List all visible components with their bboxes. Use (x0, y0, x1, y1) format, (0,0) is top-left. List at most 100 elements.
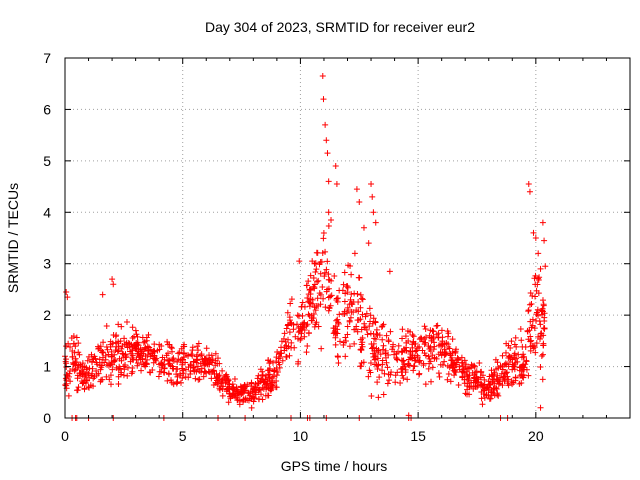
data-point (127, 348, 134, 355)
data-point (100, 339, 107, 346)
data-point (303, 349, 310, 356)
data-point (539, 297, 546, 304)
data-point (348, 291, 355, 298)
data-point (156, 341, 163, 348)
data-point (539, 305, 546, 312)
data-point (422, 381, 429, 388)
data-point (104, 361, 111, 368)
data-point (73, 334, 80, 341)
data-point (537, 265, 544, 272)
data-point (106, 376, 113, 383)
data-point (348, 271, 355, 278)
data-point (360, 359, 367, 366)
data-point (394, 369, 401, 376)
data-point (325, 178, 332, 185)
data-point (189, 344, 196, 351)
x-tick-label: 15 (410, 428, 426, 444)
data-point (451, 367, 458, 374)
data-point (358, 295, 365, 302)
data-point (453, 346, 460, 353)
data-point (308, 312, 315, 319)
data-point (371, 353, 378, 360)
data-point (342, 290, 349, 297)
data-point (505, 376, 512, 383)
data-point (441, 358, 448, 365)
data-point (513, 355, 520, 362)
data-point (353, 307, 360, 314)
data-point (307, 272, 314, 279)
data-point (464, 373, 471, 380)
data-point (534, 306, 541, 313)
data-point (468, 361, 475, 368)
data-point (346, 343, 353, 350)
data-point (478, 368, 485, 375)
data-point (231, 376, 238, 383)
data-point (152, 357, 159, 364)
data-point (533, 311, 540, 318)
data-point (379, 361, 386, 368)
data-point (63, 380, 70, 387)
data-point (342, 353, 349, 360)
data-point (146, 344, 153, 351)
data-point (540, 302, 547, 309)
data-point (119, 350, 126, 357)
data-point (115, 343, 122, 350)
data-point (320, 96, 327, 103)
data-point (488, 389, 495, 396)
data-point (498, 370, 505, 377)
data-point (539, 219, 546, 226)
data-point (323, 137, 330, 144)
data-point (376, 332, 383, 339)
data-point (327, 293, 334, 300)
data-point (328, 277, 335, 284)
data-point (366, 305, 373, 312)
data-point (277, 354, 284, 361)
data-point (435, 351, 442, 358)
data-point (278, 344, 285, 351)
data-point (351, 250, 358, 257)
data-point (375, 394, 382, 401)
data-point (255, 396, 262, 403)
data-point (473, 373, 480, 380)
data-point (399, 358, 406, 365)
data-point (528, 337, 535, 344)
data-point (523, 357, 530, 364)
data-points (62, 73, 549, 421)
data-point (63, 289, 70, 295)
data-point (173, 371, 180, 378)
data-point (316, 261, 323, 268)
data-point (374, 379, 381, 386)
data-point (540, 325, 547, 332)
data-point (459, 368, 466, 375)
y-tick-label: 2 (43, 307, 51, 323)
data-point (377, 351, 384, 358)
data-point (185, 364, 192, 371)
data-point (134, 339, 141, 346)
data-point (203, 370, 210, 377)
data-point (384, 364, 391, 371)
data-point (269, 383, 276, 390)
data-point (410, 367, 417, 374)
data-point (536, 336, 543, 343)
data-point (265, 357, 272, 364)
data-point (416, 343, 423, 350)
data-point (501, 370, 508, 377)
data-point (485, 378, 492, 385)
data-point (257, 366, 264, 373)
data-point (425, 365, 432, 372)
data-point (366, 323, 373, 330)
data-point (438, 327, 445, 334)
data-point (407, 354, 414, 361)
data-point (132, 327, 139, 334)
data-point (241, 384, 248, 391)
data-point (426, 355, 433, 362)
data-point (91, 353, 98, 360)
data-point (63, 343, 70, 350)
data-point (429, 364, 436, 371)
data-point (493, 384, 500, 391)
data-point (520, 366, 527, 373)
data-point (464, 391, 471, 398)
data-point (278, 350, 285, 357)
data-point (354, 290, 361, 297)
data-point (419, 338, 426, 345)
